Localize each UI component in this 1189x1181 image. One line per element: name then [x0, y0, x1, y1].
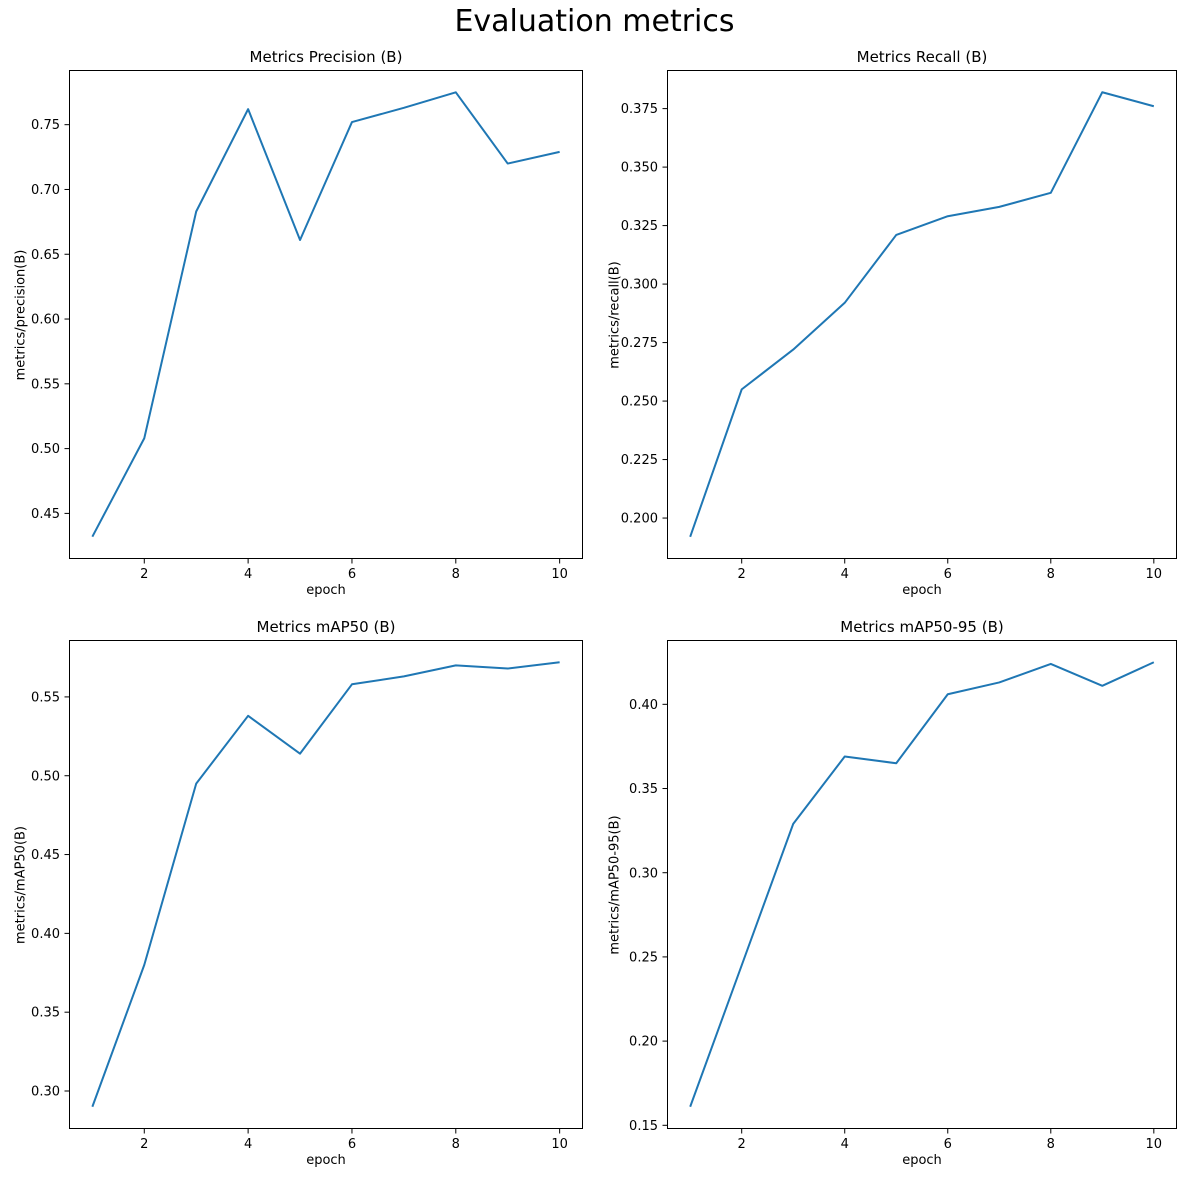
- precision-y-axis-label: metrics/precision(B): [13, 249, 29, 380]
- x-tick-label: 4: [841, 1137, 849, 1152]
- y-tick-label: 0.50: [31, 442, 60, 457]
- y-tick-label: 0.40: [31, 927, 60, 942]
- x-tick-label: 6: [348, 567, 356, 582]
- y-tick-label: 0.35: [31, 1006, 60, 1021]
- precision-x-axis-label: epoch: [306, 583, 346, 598]
- y-tick-label: 0.70: [31, 183, 60, 198]
- x-tick-label: 2: [140, 1137, 148, 1152]
- y-tick-label: 0.30: [629, 866, 658, 881]
- y-tick-label: 0.375: [621, 102, 658, 117]
- x-tick-label: 6: [944, 567, 952, 582]
- recall-title: Metrics Recall (B): [856, 48, 988, 66]
- x-tick-label: 4: [244, 567, 252, 582]
- x-tick-label: 2: [140, 567, 148, 582]
- x-tick-label: 8: [1047, 567, 1055, 582]
- subplot-recall: 2 4 6 8 10 0.200 0.225 0.250 0.275 0.300 0.325 0.35…: [594, 45, 1189, 605]
- x-tick-label: 8: [452, 1137, 460, 1152]
- y-tick-label: 0.225: [621, 453, 658, 468]
- x-tick-label: 4: [244, 1137, 252, 1152]
- y-tick-label: 0.40: [629, 698, 658, 713]
- subplot-map50: 2 4 6 8 10 0.30 0.35 0.40 0.45 0.50 0.55 Metrics m…: [0, 615, 594, 1181]
- recall-plot-area: 2 4 6 8 10 0.200 0.225 0.250 0.275 0.300 0.325 0.35…: [621, 70, 1177, 582]
- x-tick-label: 10: [551, 1137, 568, 1152]
- subplot-precision: 2 4 6 8 10 0.45 0.50 0.55 0.60 0.65 0.70 0.75 Metri…: [0, 45, 594, 605]
- y-tick-label: 0.275: [621, 336, 658, 351]
- y-tick-label: 0.325: [621, 219, 658, 234]
- y-tick-label: 0.75: [31, 118, 60, 133]
- x-tick-label: 10: [1146, 1137, 1163, 1152]
- y-tick-label: 0.250: [621, 395, 658, 410]
- y-tick-label: 0.300: [621, 278, 658, 293]
- y-tick-label: 0.60: [31, 313, 60, 328]
- map50-y-axis-label: metrics/mAP50(B): [13, 825, 29, 944]
- y-tick-label: 0.25: [629, 950, 658, 965]
- y-tick-label: 0.20: [629, 1035, 658, 1050]
- map50-x-axis-label: epoch: [306, 1153, 346, 1168]
- x-tick-label: 10: [1146, 567, 1163, 582]
- y-tick-label: 0.200: [621, 512, 658, 527]
- recall-y-axis-label: metrics/recall(B): [607, 260, 623, 369]
- y-tick-label: 0.55: [31, 377, 60, 392]
- y-tick-label: 0.45: [31, 848, 60, 863]
- y-tick-label: 0.30: [31, 1085, 60, 1100]
- y-tick-label: 0.45: [31, 507, 60, 522]
- map50-plot-area: 2 4 6 8 10 0.30 0.35 0.40 0.45 0.50 0.55: [31, 640, 583, 1152]
- precision-title: Metrics Precision (B): [249, 48, 403, 66]
- x-tick-label: 4: [841, 567, 849, 582]
- y-tick-label: 0.65: [31, 248, 60, 263]
- x-tick-label: 10: [551, 567, 568, 582]
- subplot-map50-95: 2 4 6 8 10 0.15 0.20 0.25 0.30 0.35 0.40 Metrics m…: [594, 615, 1189, 1181]
- recall-x-axis-label: epoch: [902, 583, 942, 598]
- y-tick-label: 0.55: [31, 690, 60, 705]
- x-tick-label: 8: [1047, 1137, 1055, 1152]
- x-tick-label: 2: [738, 1137, 746, 1152]
- map50-95-title: Metrics mAP50-95 (B): [840, 618, 1004, 636]
- x-tick-label: 6: [348, 1137, 356, 1152]
- x-tick-label: 8: [452, 567, 460, 582]
- precision-plot-area: 2 4 6 8 10 0.45 0.50 0.55 0.60 0.65 0.70 0.75: [31, 70, 583, 582]
- map50-title: Metrics mAP50 (B): [256, 618, 396, 636]
- y-tick-label: 0.50: [31, 769, 60, 784]
- x-tick-label: 6: [944, 1137, 952, 1152]
- map50-95-plot-area: 2 4 6 8 10 0.15 0.20 0.25 0.30 0.35 0.40: [629, 640, 1177, 1152]
- x-tick-label: 2: [738, 567, 746, 582]
- figure-title: Evaluation metrics: [454, 4, 735, 39]
- y-tick-label: 0.35: [629, 782, 658, 797]
- y-tick-label: 0.350: [621, 161, 658, 176]
- map50-95-x-axis-label: epoch: [902, 1153, 942, 1168]
- y-tick-label: 0.15: [629, 1119, 658, 1134]
- map50-95-y-axis-label: metrics/mAP50-95(B): [607, 814, 623, 955]
